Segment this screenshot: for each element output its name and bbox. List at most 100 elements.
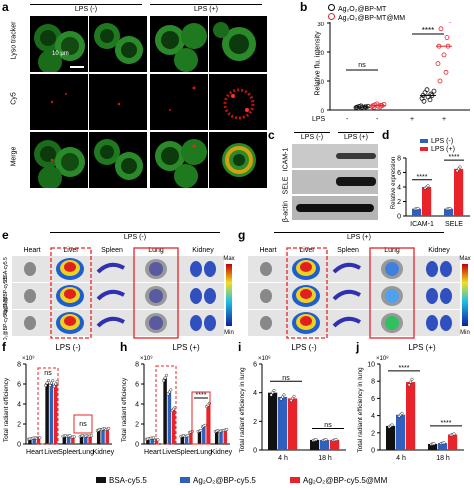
data-dot [169, 388, 173, 392]
panel-b-point [438, 26, 444, 32]
data-dot [292, 394, 296, 398]
panel-f-chart: LPS (-) ×10⁹ Total radiant efficiency 0 2 4 6 8… [3, 343, 115, 456]
legend-bsa: BSA-cy5.5 [96, 476, 147, 485]
bar [49, 383, 54, 444]
panel-a-lps-neg-header: LPS (-) [30, 4, 142, 15]
data-dot [400, 411, 404, 415]
liver-signal [300, 262, 312, 272]
data-dot [163, 376, 167, 380]
x-tick-label: 18 h [436, 455, 450, 462]
organ-label: Heart [23, 247, 40, 254]
micrograph-cy5-4 [209, 74, 267, 130]
data-dot [390, 423, 394, 427]
lung-box [73, 414, 93, 434]
bar [214, 431, 219, 444]
heart-tissue [24, 262, 36, 276]
bar [202, 426, 206, 444]
panel-letter-h: h [120, 340, 128, 354]
data-dot [452, 432, 456, 436]
kidney-signal [426, 261, 438, 277]
data-dot [152, 436, 156, 440]
kidney-signal [426, 315, 438, 331]
panel-h-chart: LPS (+) ×10⁹ Total radiant efficiency 0 2 4 6 8… [121, 343, 233, 456]
bar [444, 208, 454, 216]
data-dot [54, 382, 58, 386]
data-dot [49, 381, 53, 385]
bar [219, 431, 223, 444]
data-dot [272, 388, 276, 392]
panel-c-row-actin: β-actin [282, 200, 290, 223]
y-tick-label: 4 [253, 390, 257, 397]
legend-bp: Ag₂O₂@BP-cy5.5 [180, 476, 256, 485]
micrograph-merge-2 [89, 132, 147, 188]
panel-a-lps-pos-header: LPS (+) [150, 4, 262, 15]
data-dot [52, 384, 56, 388]
y-tick-label: 4 [135, 402, 139, 409]
data-dot [47, 379, 51, 383]
bar [396, 414, 406, 450]
panel-b-yticks: 0 10 20 30 [317, 22, 330, 115]
colorbar-min: Min [224, 330, 234, 336]
organ-label: Liver [63, 247, 79, 254]
data-dot [281, 395, 285, 399]
panel-b-point [377, 104, 383, 110]
blot-actin [292, 196, 378, 220]
liver-highlight-box [286, 247, 328, 339]
scale-label: 10 μm [52, 51, 69, 57]
kidney-signal [204, 288, 216, 304]
lung-highlight-box [133, 247, 179, 339]
bar [310, 439, 320, 450]
liver-box [155, 365, 177, 445]
liver-signal [300, 289, 312, 299]
data-dot [416, 206, 420, 210]
kidney-signal [426, 288, 438, 304]
bar [79, 436, 84, 444]
panel-b-ns: ns [358, 62, 366, 69]
micrograph-lyso-4 [209, 16, 267, 72]
data-dot [334, 438, 338, 442]
bar [406, 382, 416, 450]
panel-b-lps-2: - [376, 116, 379, 123]
bar [448, 434, 458, 450]
y-axis-label: Total radiant efficiency in lung [239, 367, 246, 453]
organ-label: Kidney [192, 247, 214, 254]
svg-text:10: 10 [317, 80, 324, 86]
ns-label: ns [282, 375, 290, 382]
y-tick-label: 6 [253, 362, 257, 369]
bar [288, 398, 298, 450]
panel-b-point [441, 52, 447, 58]
x-tick-label: Spleen [176, 449, 198, 456]
heart-tissue [24, 316, 36, 330]
bar [454, 168, 464, 216]
panel-c-col-1: LPS (-) [294, 132, 330, 143]
ivis-row-bg [12, 256, 224, 282]
data-dot [448, 206, 452, 210]
ivis-row-bg [12, 310, 224, 336]
x-tick-label: Lung [196, 449, 212, 456]
panel-letter-e: e [2, 228, 9, 242]
kidney-signal [440, 288, 452, 304]
bar [150, 438, 154, 444]
data-dot [44, 383, 48, 387]
lung-signal [385, 289, 399, 303]
y-tick-label: 10 [367, 362, 375, 369]
liver-signal [64, 316, 76, 326]
axis-exponent: ×10⁸ [376, 355, 389, 362]
y-tick-label: 4 [371, 413, 375, 420]
bar [438, 443, 448, 450]
sig-label: **** [417, 174, 428, 181]
liver-highlight-box [50, 247, 92, 339]
ns-label: ns [79, 421, 87, 428]
data-dot [162, 379, 166, 383]
bar [96, 430, 101, 444]
bar [28, 439, 32, 444]
panel-b-chart: 0 10 20 30 ns **** [317, 22, 470, 115]
data-dot [165, 373, 169, 377]
panel-b-point [427, 97, 433, 103]
lung-box [191, 391, 211, 445]
ivis-row-label: Ag₂O₂@BP-cy5.5 [3, 276, 9, 315]
y-tick-label: 2 [397, 199, 401, 206]
micrograph-lyso-2 [89, 16, 147, 72]
panel-b-point [444, 35, 450, 40]
panel-letter-j: j [356, 340, 360, 354]
